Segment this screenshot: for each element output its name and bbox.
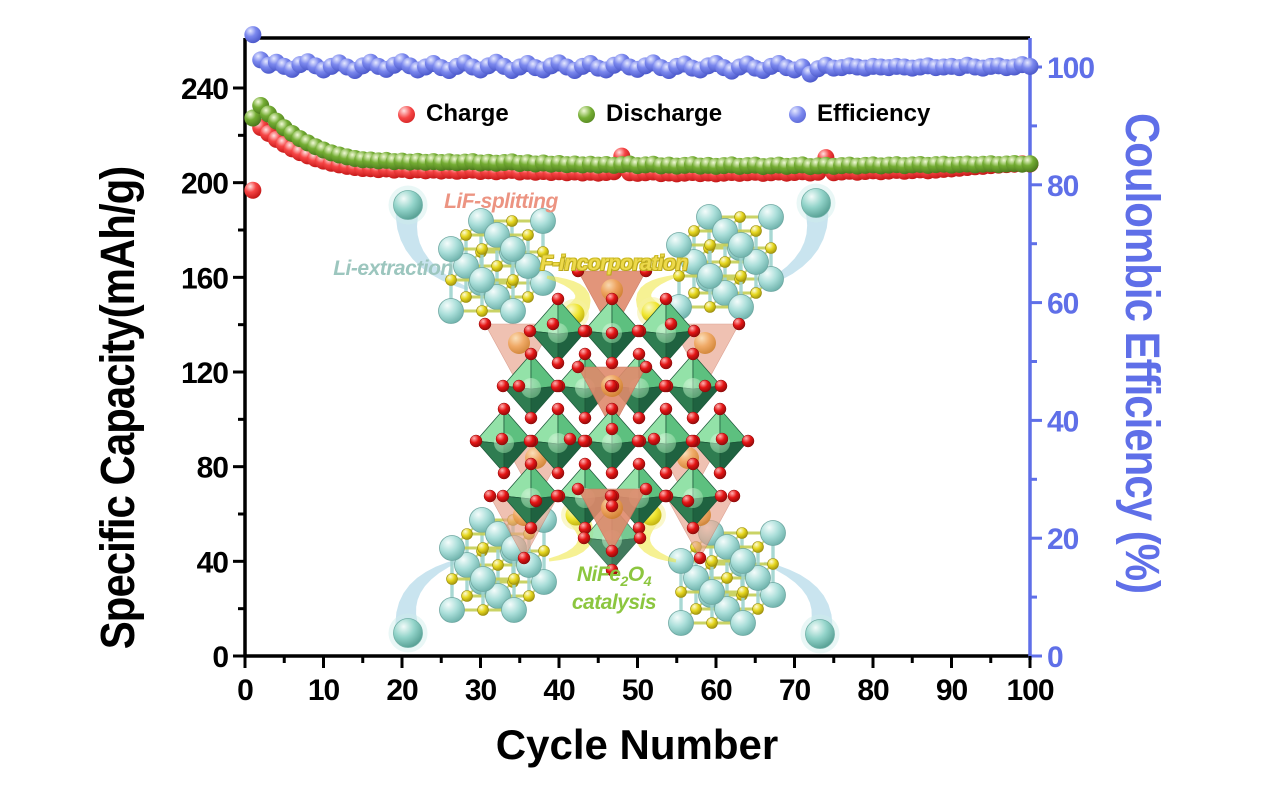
discharge-marker-icon xyxy=(578,105,595,123)
x-tick-label: 20 xyxy=(386,674,418,707)
legend-label-discharge: Discharge xyxy=(606,100,723,127)
right-tick-label: 20 xyxy=(1047,523,1079,556)
discharge-series xyxy=(244,97,1039,176)
right-tick-label: 80 xyxy=(1047,170,1079,203)
left-tick-label: 200 xyxy=(181,168,228,201)
annotation-li-extraction: Li-extraction xyxy=(333,257,453,280)
left-axis-title: Specific Capacity(mAh/g) xyxy=(90,166,145,650)
efficiency-series xyxy=(244,26,1039,83)
lif-crystal-top-left xyxy=(438,208,556,324)
nife2o4-formula: NiFe2O4 xyxy=(576,563,652,591)
x-tick-label: 100 xyxy=(1006,674,1053,707)
legend-label-charge: Charge xyxy=(426,100,509,127)
legend-item-charge: Charge xyxy=(398,99,509,129)
x-tick-label: 90 xyxy=(936,674,968,707)
legend-item-discharge: Discharge xyxy=(578,99,722,129)
mechanism-illustration xyxy=(388,183,840,654)
right-tick-label: 100 xyxy=(1047,52,1094,85)
x-tick-label: 60 xyxy=(700,674,732,707)
annotation-nife2o4-catalysis: NiFe2O4 catalysis xyxy=(571,563,657,614)
catalysis-label: catalysis xyxy=(571,590,657,614)
efficiency-marker-icon xyxy=(789,105,806,123)
annotation-f-incorporation: F-incorporation xyxy=(540,252,688,275)
left-tick-label: 0 xyxy=(212,641,228,674)
right-axis-title: Coulombic Efficiency (%) xyxy=(1115,112,1170,594)
x-tick-label: 80 xyxy=(857,674,889,707)
x-axis-title: Cycle Number xyxy=(495,721,779,768)
left-tick-label: 40 xyxy=(197,546,229,579)
annotation-lif-splitting: LiF-splitting xyxy=(444,190,558,213)
left-tick-label: 120 xyxy=(181,357,228,390)
charge-marker-icon xyxy=(398,105,415,123)
left-tick-label: 160 xyxy=(181,262,228,295)
x-tick-label: 40 xyxy=(543,674,575,707)
x-tick-label: 0 xyxy=(237,674,253,707)
right-tick-label: 40 xyxy=(1047,405,1079,438)
x-tick-label: 50 xyxy=(622,674,654,707)
x-tick-label: 30 xyxy=(465,674,497,707)
x-tick-label: 10 xyxy=(308,674,340,707)
legend-label-efficiency: Efficiency xyxy=(817,100,931,127)
left-tick-label: 240 xyxy=(181,73,228,106)
right-tick-label: 60 xyxy=(1047,288,1079,321)
li-extraction-arrows xyxy=(388,183,840,654)
nife2o4-spinel-structure xyxy=(469,264,755,577)
right-tick-label: 0 xyxy=(1047,641,1063,674)
x-tick-label: 70 xyxy=(779,674,811,707)
lif-crystal-top-right xyxy=(666,204,784,320)
legend-item-efficiency: Efficiency xyxy=(789,99,930,129)
chart-legend: Charge Discharge Efficiency xyxy=(0,99,1265,129)
left-tick-label: 80 xyxy=(197,452,229,485)
lif-crystal-bottom-right xyxy=(668,520,786,636)
